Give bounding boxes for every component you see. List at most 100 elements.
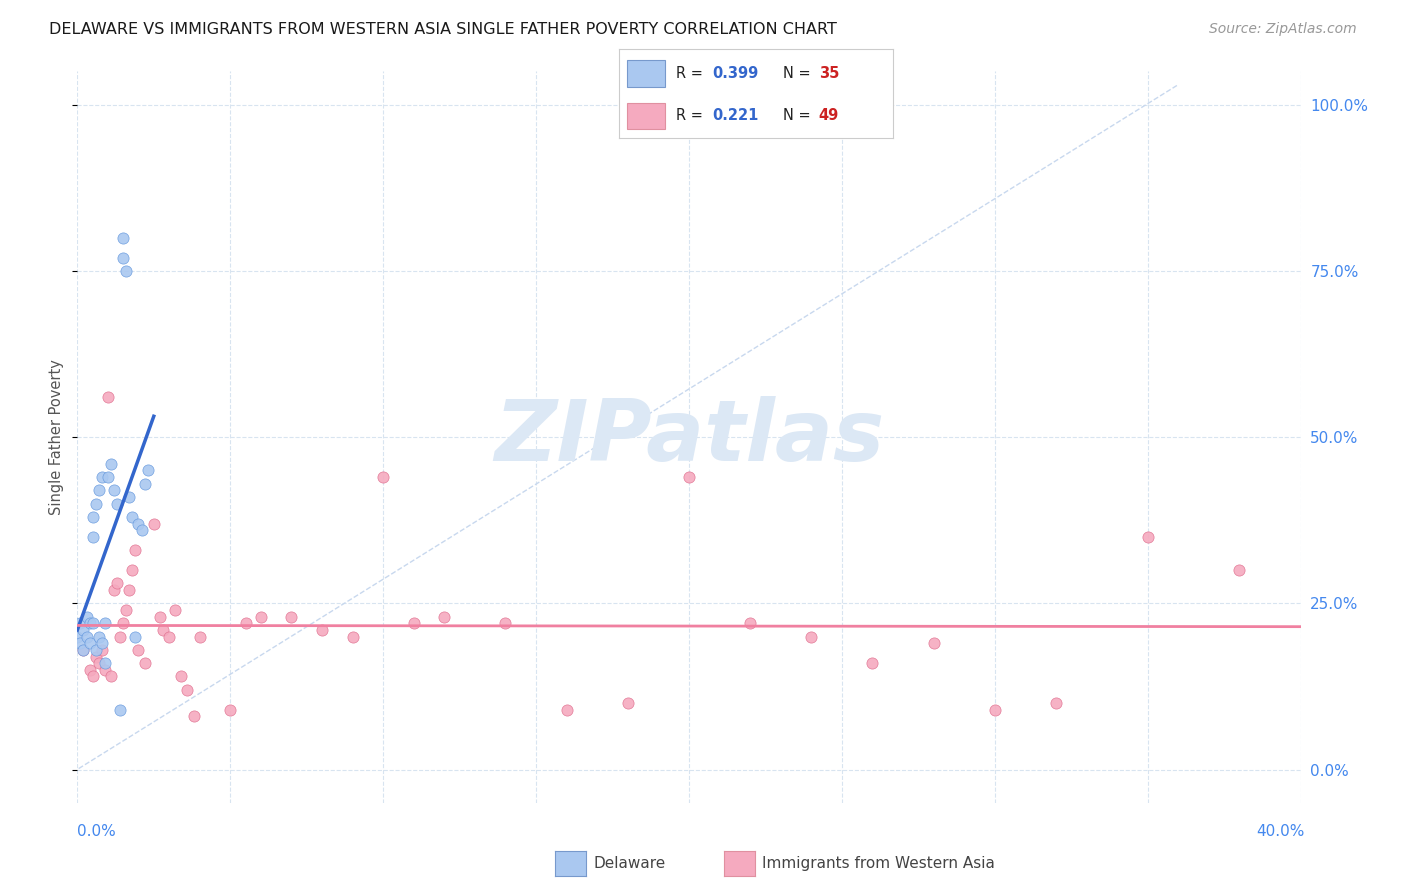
Point — [84, 643, 107, 657]
Point — [82, 530, 104, 544]
Point — [112, 251, 135, 265]
Point — [342, 630, 364, 644]
Point — [142, 516, 165, 531]
Point — [66, 630, 89, 644]
Point — [740, 616, 762, 631]
Point — [90, 470, 112, 484]
Text: N =: N = — [783, 109, 815, 123]
Point — [235, 616, 257, 631]
Point — [108, 703, 131, 717]
Point — [280, 609, 302, 624]
Point — [311, 623, 333, 637]
Point — [1045, 696, 1067, 710]
Point — [97, 470, 120, 484]
Point — [79, 636, 101, 650]
Point — [118, 582, 141, 597]
Point — [87, 630, 110, 644]
Point — [97, 390, 120, 404]
Point — [90, 636, 112, 650]
Point — [555, 703, 578, 717]
Text: ZIPatlas: ZIPatlas — [494, 395, 884, 479]
Point — [371, 470, 394, 484]
Point — [105, 576, 128, 591]
Point — [115, 603, 138, 617]
Point — [121, 509, 143, 524]
Text: DELAWARE VS IMMIGRANTS FROM WESTERN ASIA SINGLE FATHER POVERTY CORRELATION CHART: DELAWARE VS IMMIGRANTS FROM WESTERN ASIA… — [49, 22, 837, 37]
Point — [118, 490, 141, 504]
Point — [922, 636, 945, 650]
Point — [152, 623, 174, 637]
Point — [94, 656, 117, 670]
Point — [103, 483, 125, 498]
Text: 49: 49 — [818, 109, 839, 123]
Point — [87, 656, 110, 670]
Point — [134, 656, 156, 670]
Text: N =: N = — [783, 66, 815, 80]
Text: Delaware: Delaware — [593, 856, 665, 871]
Point — [128, 516, 150, 531]
Text: 0.399: 0.399 — [711, 66, 758, 80]
Point — [76, 630, 98, 644]
Point — [87, 483, 110, 498]
Point — [1136, 530, 1159, 544]
Point — [124, 630, 146, 644]
Bar — [627, 60, 665, 87]
Point — [94, 616, 117, 631]
Point — [183, 709, 205, 723]
Point — [100, 669, 122, 683]
Point — [800, 630, 823, 644]
Point — [131, 523, 153, 537]
Text: R =: R = — [676, 109, 707, 123]
Point — [100, 457, 122, 471]
Point — [103, 582, 125, 597]
Point — [79, 616, 101, 631]
Point — [149, 609, 172, 624]
Point — [76, 609, 98, 624]
Point — [250, 609, 273, 624]
Text: 0.221: 0.221 — [711, 109, 758, 123]
Point — [84, 497, 107, 511]
Point — [94, 663, 117, 677]
Point — [124, 543, 146, 558]
Point — [72, 643, 94, 657]
Point — [678, 470, 700, 484]
Point — [402, 616, 425, 631]
Point — [82, 509, 104, 524]
Point — [170, 669, 193, 683]
Point — [84, 649, 107, 664]
Point — [862, 656, 884, 670]
Text: 40.0%: 40.0% — [1257, 824, 1305, 838]
Text: R =: R = — [676, 66, 707, 80]
Point — [176, 682, 198, 697]
Point — [219, 703, 242, 717]
Point — [72, 623, 94, 637]
Text: 35: 35 — [818, 66, 839, 80]
Point — [105, 497, 128, 511]
Point — [433, 609, 456, 624]
Point — [69, 636, 91, 650]
Point — [136, 463, 159, 477]
Bar — [627, 103, 665, 129]
Point — [134, 476, 156, 491]
Point — [495, 616, 517, 631]
Point — [112, 230, 135, 244]
Point — [984, 703, 1007, 717]
Point — [115, 264, 138, 278]
Point — [188, 630, 211, 644]
Text: 0.0%: 0.0% — [77, 824, 117, 838]
Point — [128, 643, 150, 657]
Point — [79, 663, 101, 677]
Y-axis label: Single Father Poverty: Single Father Poverty — [49, 359, 65, 515]
Point — [1229, 563, 1251, 577]
Point — [69, 616, 91, 631]
Point — [108, 630, 131, 644]
Point — [90, 643, 112, 657]
Point — [121, 563, 143, 577]
Point — [82, 616, 104, 631]
Text: Immigrants from Western Asia: Immigrants from Western Asia — [762, 856, 995, 871]
Point — [72, 643, 94, 657]
Point — [112, 616, 135, 631]
Point — [617, 696, 640, 710]
Text: Source: ZipAtlas.com: Source: ZipAtlas.com — [1209, 22, 1357, 37]
Point — [157, 630, 180, 644]
